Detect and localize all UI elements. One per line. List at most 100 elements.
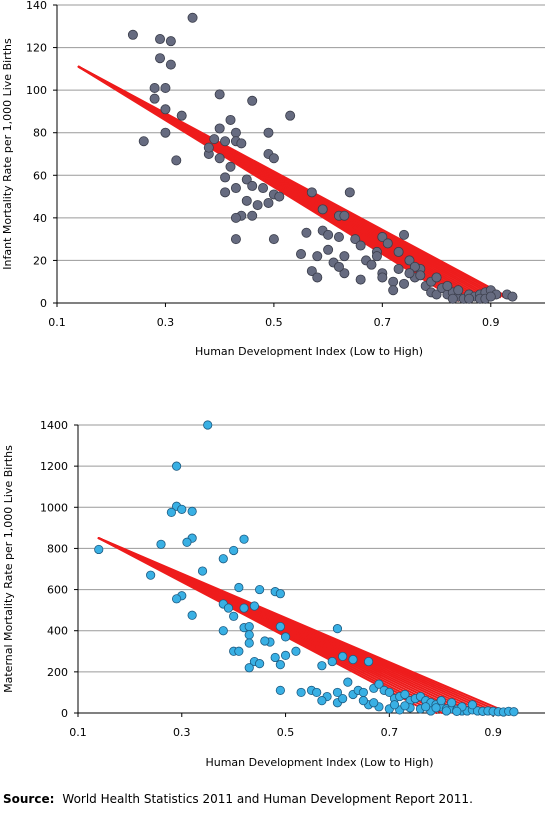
- data-point: [229, 545, 239, 556]
- y-axis-title: Maternal Mortality Rate per 1,000 Live B…: [2, 445, 15, 693]
- data-point: [389, 700, 400, 710]
- data-point: [268, 234, 279, 245]
- y-tick-label: 60: [33, 169, 47, 182]
- y-tick-label: 1200: [40, 460, 68, 473]
- data-point: [247, 210, 258, 221]
- data-point: [312, 272, 323, 283]
- data-point: [393, 246, 404, 257]
- data-point: [160, 104, 171, 115]
- y-tick-label: 1400: [40, 419, 68, 432]
- data-point: [275, 589, 285, 599]
- data-point: [431, 289, 442, 300]
- data-point: [149, 83, 160, 94]
- data-point: [187, 506, 197, 517]
- data-point: [323, 244, 334, 255]
- data-point: [258, 183, 269, 194]
- data-point: [252, 200, 263, 211]
- data-point: [209, 134, 220, 145]
- data-point: [214, 153, 225, 164]
- data-point: [249, 601, 260, 611]
- y-tick-label: 140: [26, 0, 47, 12]
- data-point: [312, 251, 323, 262]
- y-tick-label: 600: [47, 584, 68, 597]
- data-point: [464, 293, 475, 304]
- data-point: [404, 268, 415, 279]
- data-point: [160, 83, 171, 94]
- x-tick-label: 0.1: [48, 316, 66, 329]
- data-point: [166, 507, 176, 518]
- data-point: [275, 685, 285, 695]
- y-tick-label: 200: [47, 666, 68, 679]
- data-point: [263, 197, 274, 208]
- data-point: [165, 59, 176, 70]
- y-tick-label: 0: [40, 297, 47, 310]
- y-axis-title: Infant Mortality Rate per 1,000 Live Bir…: [1, 38, 14, 270]
- data-point: [155, 34, 166, 45]
- x-tick-label: 0.3: [173, 726, 191, 739]
- data-point: [332, 624, 343, 634]
- data-point: [234, 646, 244, 656]
- x-tick-label: 0.5: [277, 726, 295, 739]
- data-point: [453, 285, 464, 296]
- data-point: [291, 646, 301, 656]
- y-tick-label: 400: [47, 625, 68, 638]
- y-tick-label: 40: [33, 212, 47, 225]
- data-point: [220, 187, 231, 198]
- data-point: [220, 136, 231, 147]
- x-axis-title: Human Development Index (Low to High): [205, 756, 433, 769]
- data-point: [327, 656, 337, 667]
- data-point: [176, 110, 187, 121]
- data-point: [230, 234, 241, 245]
- y-tick-label: 100: [26, 84, 47, 97]
- data-point: [187, 12, 198, 23]
- data-point: [507, 291, 518, 302]
- data-point: [485, 291, 496, 302]
- data-point: [155, 53, 166, 64]
- data-point: [382, 238, 393, 249]
- y-tick-label: 80: [33, 127, 47, 140]
- data-point: [363, 656, 374, 667]
- data-point: [344, 187, 355, 198]
- data-point: [317, 661, 327, 671]
- source-text: World Health Statistics 2011 and Human D…: [62, 792, 473, 806]
- data-point: [404, 255, 415, 266]
- data-point: [244, 622, 254, 632]
- data-point: [247, 95, 258, 106]
- data-point: [358, 696, 368, 706]
- data-point: [275, 660, 285, 670]
- data-point: [355, 274, 366, 285]
- y-tick-label: 0: [61, 707, 68, 720]
- data-point: [467, 700, 477, 710]
- data-point: [441, 706, 452, 716]
- x-tick-label: 0.1: [69, 726, 87, 739]
- data-point: [171, 461, 182, 471]
- data-point: [400, 689, 410, 700]
- data-point: [255, 584, 265, 595]
- data-point: [366, 259, 377, 270]
- data-point: [339, 210, 350, 221]
- data-point: [332, 687, 343, 698]
- data-point: [446, 698, 457, 708]
- data-point: [333, 261, 344, 272]
- x-axis-title: Human Development Index (Low to High): [195, 345, 423, 358]
- data-point: [377, 272, 388, 283]
- data-point: [388, 276, 399, 287]
- data-point: [234, 582, 244, 593]
- data-point: [323, 229, 334, 240]
- data-point: [197, 566, 208, 576]
- data-point: [236, 138, 247, 149]
- data-point: [296, 687, 306, 698]
- data-point: [371, 251, 382, 262]
- data-point: [442, 280, 453, 291]
- data-point: [431, 272, 442, 283]
- data-point: [230, 183, 241, 194]
- data-point: [160, 127, 171, 138]
- data-point: [285, 110, 296, 121]
- data-point: [230, 212, 241, 223]
- data-point: [214, 89, 225, 100]
- data-point: [203, 420, 213, 430]
- data-point: [338, 651, 348, 662]
- data-point: [244, 638, 254, 648]
- data-point: [409, 261, 420, 272]
- data-point: [165, 36, 176, 47]
